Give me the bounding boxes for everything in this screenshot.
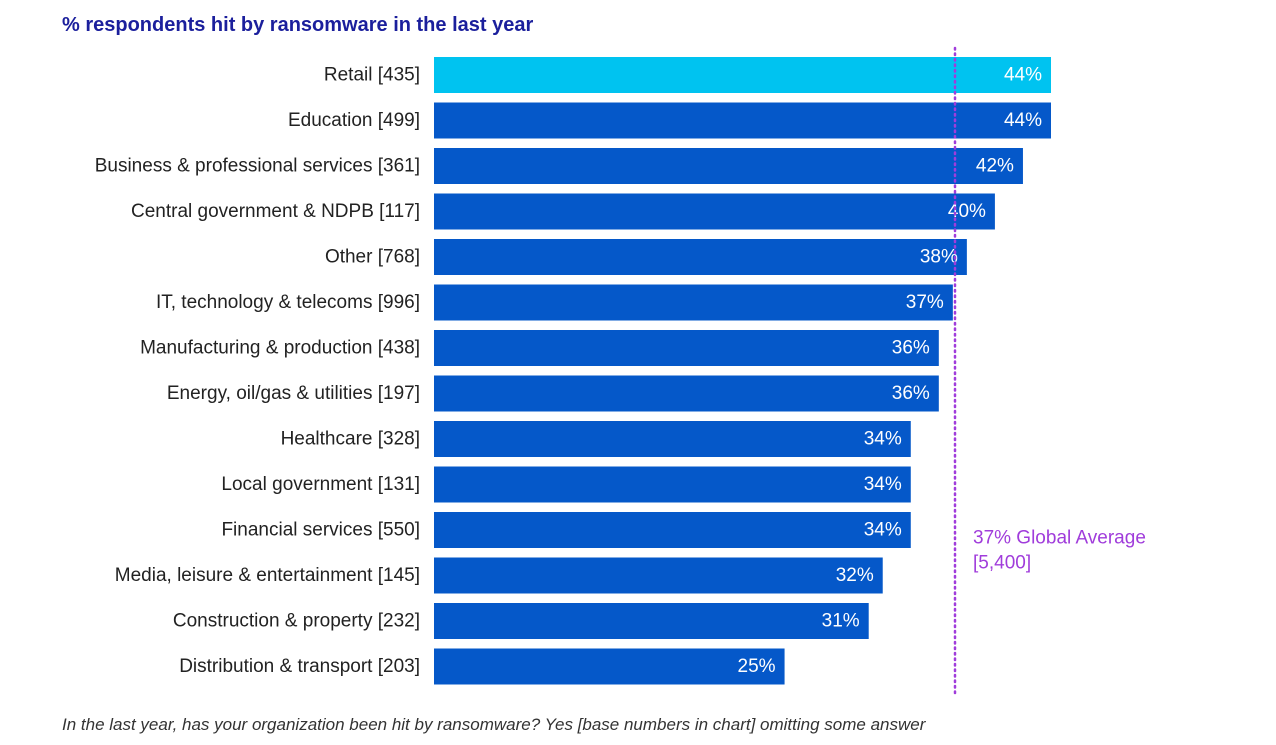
category-label: Financial services [550] (221, 520, 420, 541)
category-label: Healthcare [328] (281, 429, 420, 450)
bar (434, 330, 939, 366)
bar (434, 421, 911, 457)
chart-title: % respondents hit by ransomware in the l… (62, 14, 534, 36)
bar (434, 603, 869, 639)
category-label: Manufacturing & production [438] (140, 338, 420, 359)
value-label: 37% (906, 292, 944, 313)
category-label: Local government [131] (221, 474, 420, 495)
global-average-label: 37% Global Average (973, 528, 1146, 549)
bar (434, 239, 967, 275)
category-label: Energy, oil/gas & utilities [197] (167, 383, 420, 404)
category-label: Business & professional services [361] (95, 156, 420, 177)
value-label: 25% (738, 656, 776, 677)
category-label: Distribution & transport [203] (179, 656, 420, 677)
category-label: Education [499] (288, 110, 420, 131)
global-average-base: [5,400] (973, 553, 1031, 574)
value-label: 34% (864, 429, 902, 450)
value-label: 36% (892, 383, 930, 404)
footnote: In the last year, has your organization … (62, 715, 926, 734)
bar (434, 193, 995, 230)
bar (434, 57, 1051, 93)
bar (434, 557, 883, 594)
value-label: 42% (976, 156, 1014, 177)
value-label: 44% (1004, 65, 1042, 86)
category-label: Central government & NDPB [117] (131, 201, 420, 222)
value-label: 40% (948, 201, 986, 222)
bar (434, 148, 1023, 184)
value-label: 34% (864, 520, 902, 541)
bar (434, 512, 911, 548)
value-label: 34% (864, 474, 902, 495)
value-label: 36% (892, 338, 930, 359)
value-label: 32% (836, 565, 874, 586)
value-label: 31% (822, 611, 860, 632)
bar (434, 284, 953, 321)
category-label: Retail [435] (324, 65, 420, 86)
value-label: 44% (1004, 110, 1042, 131)
bar (434, 102, 1051, 139)
bar (434, 648, 785, 685)
bar (434, 466, 911, 503)
category-label: Other [768] (325, 247, 420, 268)
bar (434, 375, 939, 412)
value-label: 38% (920, 247, 958, 268)
category-label: Media, leisure & entertainment [145] (115, 565, 420, 586)
bars-group: Retail [435] 44% Education [499] 44% Busines… (95, 57, 1051, 685)
category-label: IT, technology & telecoms [996] (156, 292, 420, 313)
category-label: Construction & property [232] (173, 611, 420, 632)
reference-group: 37% Global Average [5,400] (953, 46, 1146, 698)
